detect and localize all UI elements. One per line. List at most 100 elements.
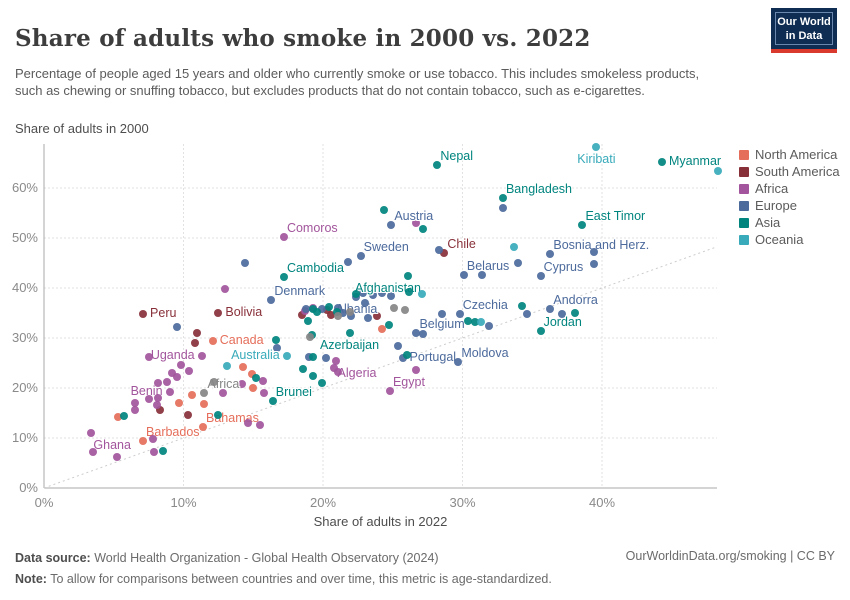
data-point[interactable] (210, 378, 219, 386)
point-canada[interactable] (208, 337, 217, 345)
data-point[interactable] (144, 353, 153, 361)
data-point[interactable] (334, 368, 343, 376)
data-point[interactable] (419, 330, 428, 338)
data-point[interactable] (571, 309, 580, 317)
data-point[interactable] (162, 378, 171, 386)
data-point[interactable] (518, 302, 527, 310)
point-uganda[interactable] (197, 352, 206, 360)
country-label[interactable]: Cyprus (543, 260, 584, 274)
data-point[interactable] (359, 289, 368, 297)
data-point[interactable] (434, 246, 443, 254)
legend-item-south-america[interactable]: South America (739, 163, 840, 180)
data-point[interactable] (176, 361, 185, 369)
data-point[interactable] (302, 305, 311, 313)
data-point[interactable] (306, 333, 315, 341)
point-belarus[interactable] (459, 271, 468, 279)
data-point[interactable] (144, 395, 153, 403)
data-point[interactable] (130, 406, 139, 414)
point-peru[interactable] (139, 310, 148, 318)
data-point[interactable] (476, 318, 485, 326)
point-azerbaijan[interactable] (345, 329, 354, 337)
data-point[interactable] (154, 379, 163, 387)
data-point[interactable] (522, 310, 531, 318)
legend-item-europe[interactable]: Europe (739, 197, 840, 214)
data-point[interactable] (313, 308, 322, 316)
point-portugal[interactable] (398, 354, 407, 362)
data-point[interactable] (589, 248, 598, 256)
data-point[interactable] (713, 167, 722, 175)
data-point[interactable] (113, 413, 122, 421)
data-point[interactable] (305, 353, 314, 361)
data-point[interactable] (324, 303, 333, 311)
country-label[interactable]: Comoros (286, 221, 338, 235)
data-point[interactable] (272, 344, 281, 352)
data-point[interactable] (130, 399, 139, 407)
data-point[interactable] (514, 259, 523, 267)
point-czechia[interactable] (455, 310, 464, 318)
data-point[interactable] (394, 342, 403, 350)
country-label[interactable]: Algeria (337, 366, 377, 380)
data-point[interactable] (155, 406, 164, 414)
point-africa[interactable] (200, 389, 209, 397)
data-point[interactable] (239, 363, 248, 371)
data-point[interactable] (344, 258, 353, 266)
point-comoros[interactable] (279, 233, 288, 241)
data-point[interactable] (377, 289, 386, 297)
country-label[interactable]: Afghanistan (354, 281, 422, 295)
point-bangladesh[interactable] (498, 194, 507, 202)
data-point[interactable] (154, 394, 163, 402)
point-chile[interactable] (440, 249, 449, 257)
point-kiribati[interactable] (592, 143, 601, 151)
data-point[interactable] (243, 419, 252, 427)
legend-item-north-america[interactable]: North America (739, 146, 840, 163)
country-label[interactable]: Sweden (363, 240, 409, 254)
data-point[interactable] (401, 306, 410, 314)
country-label[interactable]: Ghana (93, 438, 131, 452)
data-point[interactable] (309, 372, 318, 380)
point-moldova[interactable] (454, 358, 463, 366)
data-point[interactable] (158, 447, 167, 455)
data-point[interactable] (334, 312, 343, 320)
country-label[interactable]: Australia (231, 348, 280, 362)
data-point[interactable] (471, 317, 480, 326)
data-point[interactable] (317, 379, 326, 387)
point-austria[interactable] (387, 221, 396, 229)
data-point[interactable] (221, 285, 230, 293)
data-point[interactable] (303, 317, 312, 325)
data-point[interactable] (405, 288, 414, 296)
country-label[interactable]: Nepal (440, 149, 474, 163)
country-label[interactable]: Bangladesh (505, 182, 572, 196)
country-label[interactable]: Chile (447, 237, 476, 251)
legend-item-africa[interactable]: Africa (739, 180, 840, 197)
data-point[interactable] (373, 312, 382, 320)
data-point[interactable] (148, 435, 157, 443)
data-point[interactable] (498, 204, 507, 212)
country-label[interactable]: Azerbaijan (319, 338, 380, 352)
data-point[interactable] (419, 225, 428, 233)
data-point[interactable] (175, 399, 184, 407)
data-point[interactable] (478, 271, 487, 279)
point-myanmar[interactable] (657, 158, 666, 166)
country-label[interactable]: East Timor (585, 209, 646, 223)
point-australia[interactable] (282, 352, 291, 360)
point-bosnia-and-herz-[interactable] (546, 250, 555, 258)
point-algeria[interactable] (331, 357, 340, 365)
data-point[interactable] (298, 311, 307, 319)
data-point[interactable] (412, 219, 421, 227)
country-label[interactable]: Denmark (274, 284, 326, 298)
data-point[interactable] (88, 448, 97, 456)
point-sweden[interactable] (356, 252, 365, 260)
point-bahamas[interactable] (199, 423, 208, 431)
data-point[interactable] (214, 411, 223, 419)
data-point[interactable] (360, 299, 369, 307)
data-point[interactable] (327, 311, 336, 319)
data-point[interactable] (338, 309, 347, 317)
point-cyprus[interactable] (536, 272, 545, 280)
data-point[interactable] (168, 369, 177, 377)
country-label[interactable]: Czechia (462, 298, 508, 312)
data-point[interactable] (589, 260, 598, 268)
country-label[interactable]: Belgium (419, 317, 465, 331)
data-point[interactable] (247, 370, 256, 378)
data-point[interactable] (390, 304, 399, 312)
data-point[interactable] (172, 373, 181, 381)
